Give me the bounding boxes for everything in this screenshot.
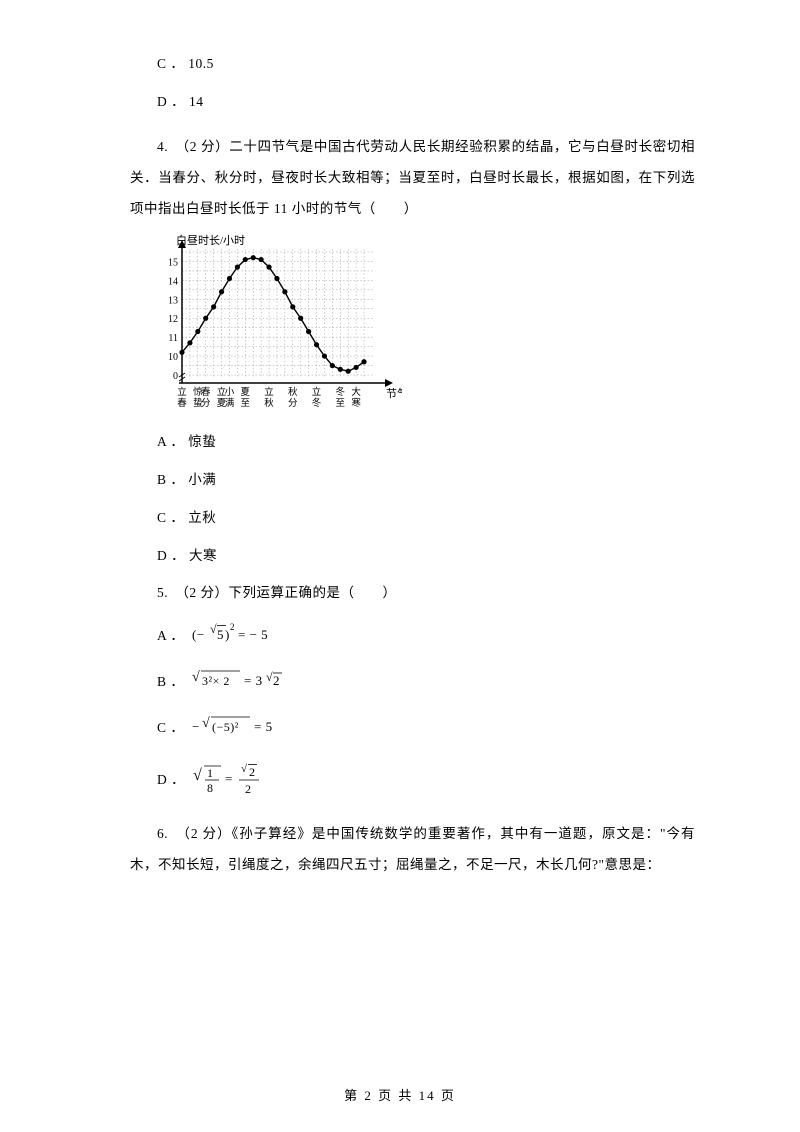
svg-text:至: 至 [336, 398, 346, 409]
q6-stem: 6. （2 分）《孙子算经》是中国传统数学的重要著作，其中有一道题，原文是："今… [130, 818, 695, 880]
svg-text:12: 12 [168, 314, 178, 325]
svg-text:8: 8 [207, 781, 214, 795]
svg-text:秋: 秋 [264, 397, 274, 409]
q3-option-c: C ． 10.5 [130, 55, 695, 74]
svg-text:2: 2 [273, 673, 280, 688]
q5-option-d: D ． √ 1 8 = √ 2 2 [130, 760, 695, 796]
svg-text:11: 11 [168, 333, 178, 344]
q4-option-b: B ． 小满 [130, 471, 695, 490]
equation-c: − √ (−5)² = 5 [192, 714, 297, 738]
chart-container: 白昼时长/小时1011121314150立春惊蛰春分立夏小满夏至立秋秋分立冬冬至… [154, 230, 695, 415]
svg-text:14: 14 [168, 276, 178, 287]
svg-text:5: 5 [217, 627, 224, 642]
svg-text:分: 分 [288, 398, 298, 409]
svg-text:分: 分 [201, 398, 211, 409]
option-label: B ． [130, 670, 184, 690]
svg-text:√: √ [241, 763, 248, 775]
svg-text:15: 15 [168, 257, 178, 268]
svg-text:节气: 节气 [386, 386, 402, 400]
svg-text:满: 满 [225, 398, 235, 409]
svg-text:2: 2 [230, 622, 235, 632]
svg-text:小: 小 [225, 387, 235, 398]
svg-text:立: 立 [177, 386, 187, 398]
q5-option-b: B ． √ 3²× 2 = 3 √ 2 [130, 668, 695, 692]
svg-text:√: √ [193, 767, 202, 784]
svg-text:√: √ [202, 716, 210, 731]
option-label: C ． [130, 716, 184, 736]
svg-text:春: 春 [201, 386, 211, 398]
svg-text:冬: 冬 [336, 386, 346, 398]
q4-option-d: D ． 大寒 [130, 547, 695, 566]
svg-text:夏: 夏 [241, 387, 251, 398]
q4-option-a: A ． 惊蛰 [130, 433, 695, 452]
q4-stem: 4. （2 分）二十四节气是中国古代劳动人民长期经验积累的结晶，它与白昼时长密切… [130, 131, 695, 224]
svg-text:= − 5: = − 5 [238, 627, 268, 642]
equation-a: (− √ 5 ) 2 = − 5 [192, 622, 287, 646]
svg-text:−: − [192, 719, 200, 734]
svg-text:至: 至 [241, 398, 251, 409]
svg-text:=: = [225, 771, 233, 786]
svg-text:13: 13 [168, 295, 178, 306]
option-label: D ． [130, 768, 185, 788]
q5-stem: 5. （2 分）下列运算正确的是（ ） [130, 584, 695, 603]
svg-text:(−5)²: (−5)² [212, 720, 239, 734]
q5-option-a: A ． (− √ 5 ) 2 = − 5 [130, 622, 695, 646]
svg-text:寒: 寒 [351, 397, 361, 409]
svg-text:= 3: = 3 [244, 673, 263, 688]
option-label: A ． [130, 624, 184, 644]
daylight-chart: 白昼时长/小时1011121314150立春惊蛰春分立夏小满夏至立秋秋分立冬冬至… [154, 230, 402, 415]
equation-d: √ 1 8 = √ 2 2 [193, 760, 288, 796]
svg-text:2: 2 [249, 765, 256, 779]
svg-text:√: √ [192, 670, 200, 685]
svg-text:1: 1 [207, 766, 214, 780]
svg-text:立: 立 [264, 386, 274, 398]
q3-option-d: D ． 14 [130, 93, 695, 112]
page-footer: 第 2 页 共 14 页 [0, 1085, 800, 1104]
svg-text:冬: 冬 [312, 397, 322, 409]
svg-text:3²× 2: 3²× 2 [202, 674, 230, 688]
equation-b: √ 3²× 2 = 3 √ 2 [192, 668, 302, 692]
svg-text:= 5: = 5 [254, 719, 273, 734]
svg-text:白昼时长/小时: 白昼时长/小时 [176, 233, 245, 247]
svg-text:秋: 秋 [288, 386, 298, 398]
q5-option-c: C ． − √ (−5)² = 5 [130, 714, 695, 738]
svg-text:(−: (− [192, 627, 205, 642]
svg-text:10: 10 [168, 352, 178, 363]
svg-text:2: 2 [245, 782, 252, 796]
svg-text:大: 大 [351, 386, 361, 398]
q4-option-c: C ． 立秋 [130, 509, 695, 528]
svg-text:立: 立 [312, 386, 322, 398]
svg-text:春: 春 [177, 397, 187, 409]
svg-text:0: 0 [173, 371, 178, 382]
